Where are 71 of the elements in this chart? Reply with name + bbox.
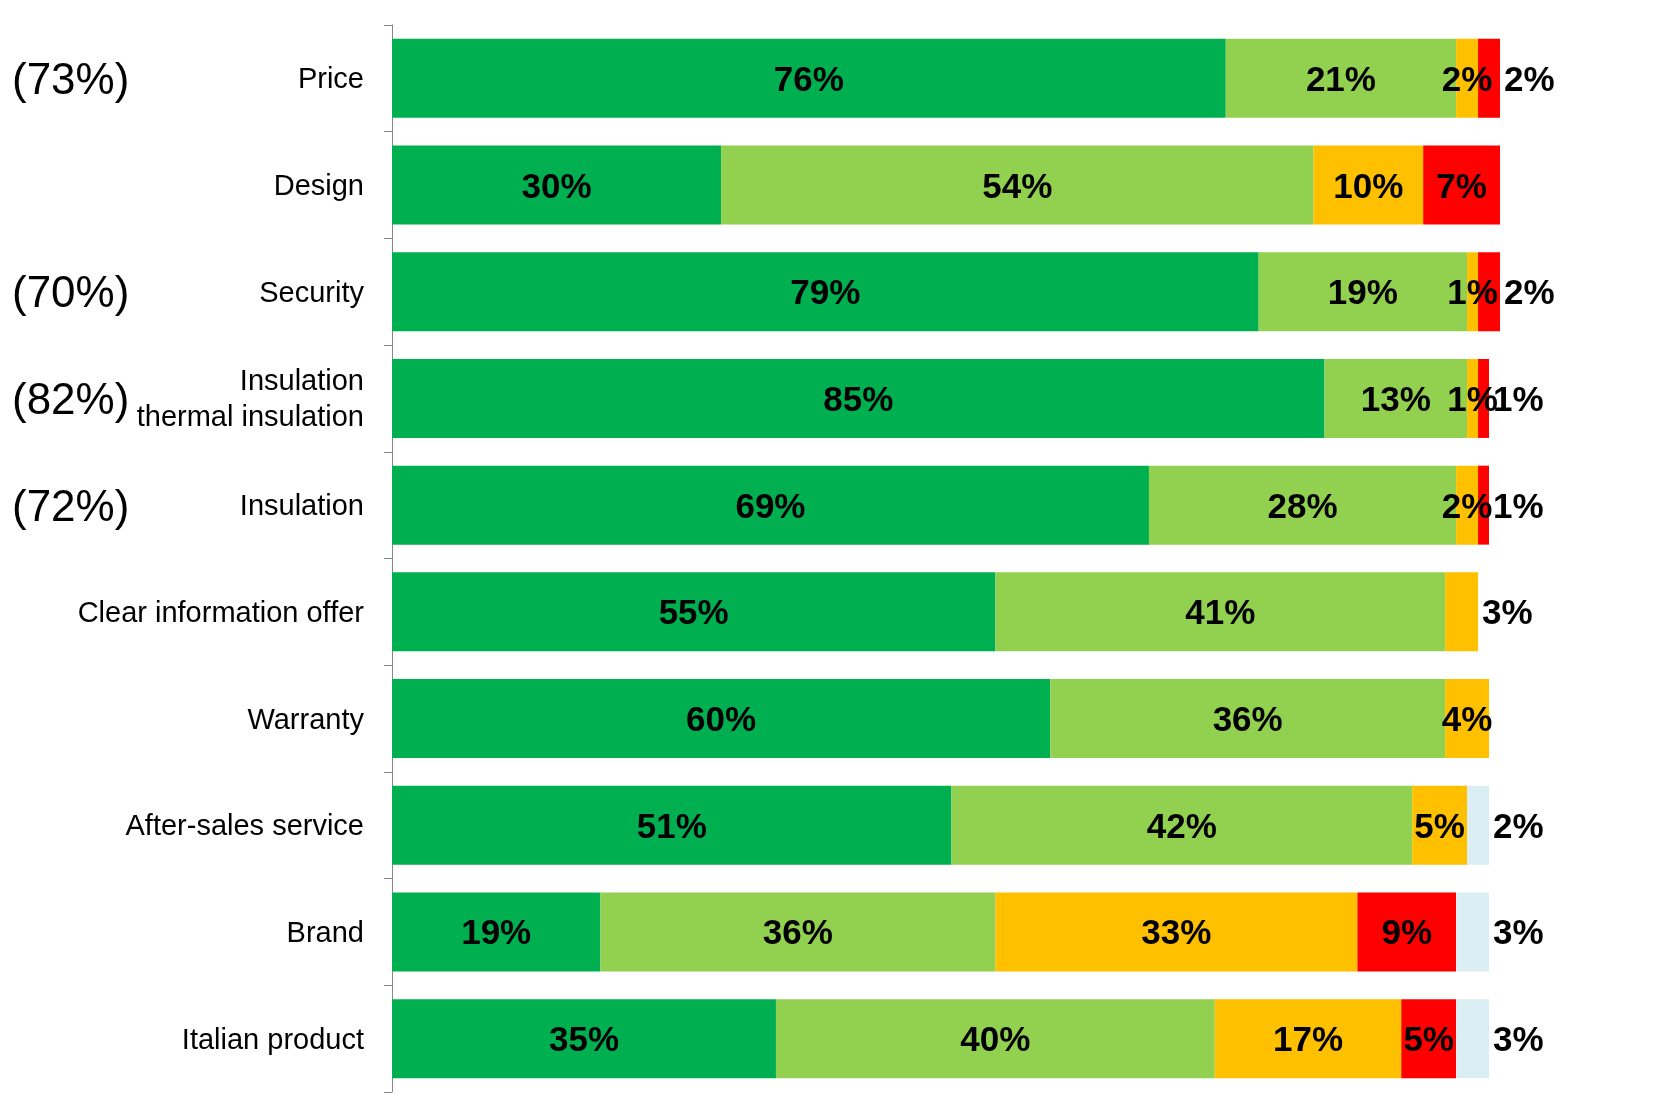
data-label: 69% <box>735 485 806 525</box>
bar <box>600 892 996 972</box>
data-label: 28% <box>1267 485 1338 525</box>
bar <box>392 679 1051 759</box>
data-label: 17% <box>1272 1019 1344 1059</box>
data-label: 19% <box>461 912 532 952</box>
y-tick-label: Insulation thermal insulation <box>136 364 364 433</box>
bar <box>392 572 996 652</box>
data-label: 41% <box>1185 592 1256 632</box>
data-label: 7% <box>1436 165 1487 205</box>
data-label: 10% <box>1333 165 1404 205</box>
data-label: 51% <box>636 805 707 845</box>
data-label: 40% <box>960 1019 1031 1059</box>
bar <box>995 892 1358 972</box>
bar <box>392 38 1226 118</box>
data-label: 2% <box>1504 272 1555 312</box>
bar <box>1357 892 1457 972</box>
data-label: 33% <box>1141 912 1212 952</box>
data-label: 13% <box>1360 378 1431 418</box>
bar <box>392 358 1325 438</box>
y-tick-label: Italian product <box>181 1022 364 1055</box>
text: (70%) <box>12 267 130 317</box>
data-label: 19% <box>1327 272 1398 312</box>
data-label: 2% <box>1504 58 1555 98</box>
data-label: 79% <box>790 272 861 312</box>
bar <box>1467 785 1490 865</box>
y-tick-label: Design <box>273 169 364 202</box>
y-tick-label: Warranty <box>247 702 365 735</box>
data-label: 21% <box>1305 58 1376 98</box>
data-label: 76% <box>773 58 844 98</box>
data-label: 5% <box>1403 1019 1454 1059</box>
bar <box>392 465 1149 545</box>
y-tick-label: Insulation <box>239 489 364 522</box>
data-label: 36% <box>1212 699 1283 739</box>
data-label: 36% <box>762 912 833 952</box>
y-tick-label: Brand <box>286 915 364 948</box>
data-label: 30% <box>521 165 592 205</box>
bar <box>1456 892 1490 972</box>
bar <box>1423 145 1500 225</box>
data-label: 85% <box>823 378 894 418</box>
bar <box>1214 999 1402 1079</box>
text: (72%) <box>12 480 130 530</box>
data-label: 35% <box>548 1019 620 1059</box>
data-label: 60% <box>686 699 757 739</box>
bar <box>951 785 1413 865</box>
data-label: 54% <box>982 165 1053 205</box>
data-label: 55% <box>658 592 729 632</box>
bar <box>392 999 776 1079</box>
bar <box>392 145 722 225</box>
data-label: 42% <box>1146 805 1217 845</box>
text: (73%) <box>12 53 130 103</box>
data-label: 1% <box>1493 485 1544 525</box>
data-label: 5% <box>1414 805 1465 845</box>
bar <box>392 785 952 865</box>
bar <box>392 892 601 972</box>
bar <box>1445 572 1479 652</box>
data-label: 3% <box>1482 592 1533 632</box>
data-label: 9% <box>1381 912 1433 952</box>
bar <box>775 999 1215 1079</box>
y-tick-label: Price <box>297 62 364 95</box>
y-tick-label: After-sales service <box>125 809 364 842</box>
data-label: 3% <box>1493 912 1544 952</box>
text: (82%) <box>12 373 130 423</box>
bar <box>721 145 1314 225</box>
data-label: 2% <box>1493 805 1544 845</box>
y-tick-label: Security <box>259 275 365 308</box>
bar <box>392 252 1259 332</box>
bar <box>995 572 1446 652</box>
bar <box>1456 999 1490 1079</box>
data-label: 3% <box>1493 1019 1544 1059</box>
y-tick-label: Clear information offer <box>77 595 365 628</box>
